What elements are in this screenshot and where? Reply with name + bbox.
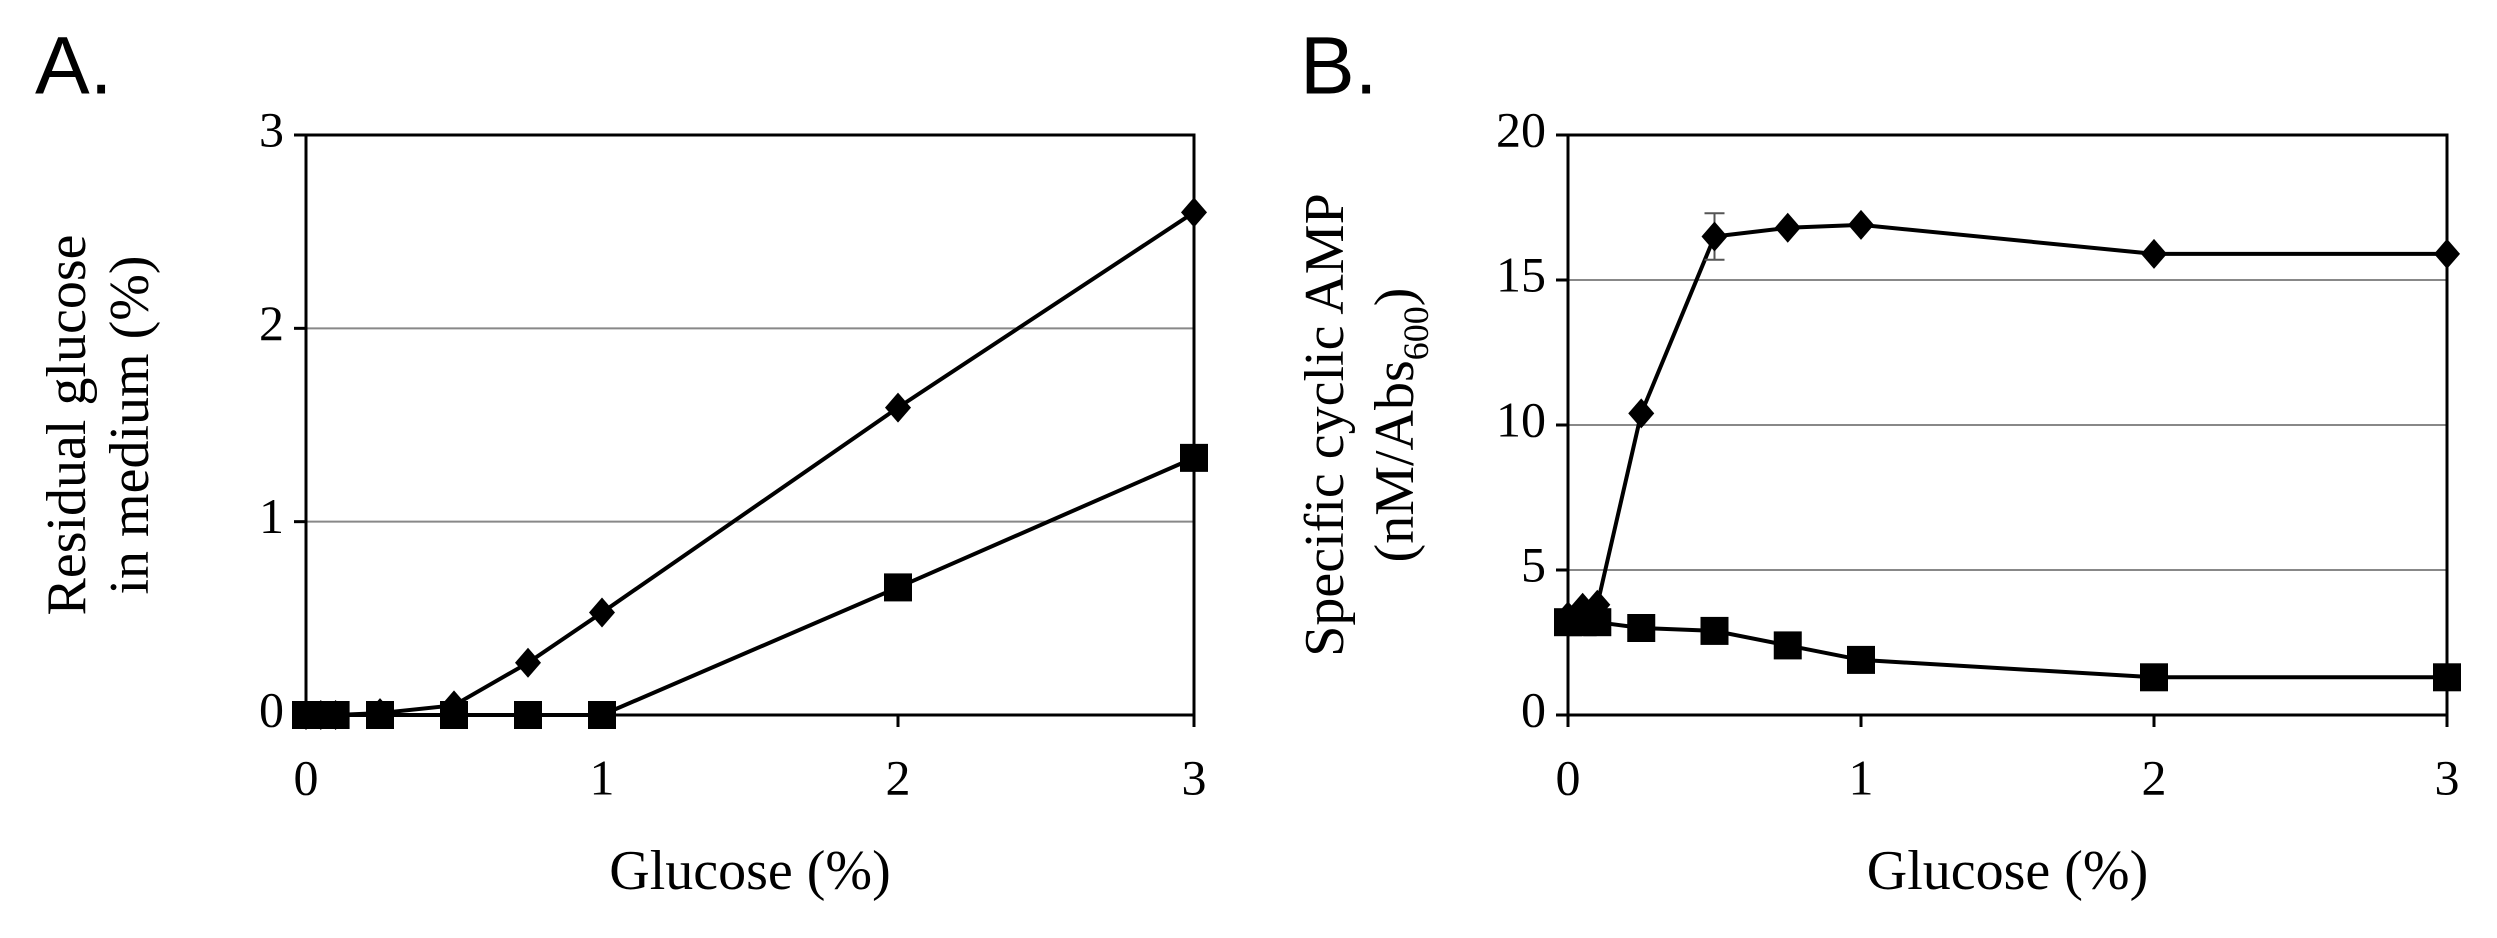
square-marker (588, 701, 616, 729)
x-tick-label: 2 (886, 749, 911, 805)
x-tick-label: 3 (2435, 749, 2460, 805)
diamond-marker (1628, 398, 1655, 429)
y-axis-title-part: Specific cyclic AMP (1294, 193, 1356, 656)
x-tick-label: 3 (1182, 749, 1207, 805)
x-axis-title: Glucose (%) (1867, 840, 2148, 902)
square-marker (1700, 616, 1729, 645)
plot-frame (304, 133, 1196, 717)
y-tick-label: 10 (1496, 391, 1546, 447)
square-marker (366, 701, 394, 729)
x-tick-label: 0 (294, 749, 319, 805)
diamond-marker (2434, 238, 2460, 269)
series-line (306, 456, 1195, 717)
diamond-marker (1774, 212, 1801, 243)
y-axis-title-part: ) (1364, 288, 1426, 307)
y-axis-title-part: 600 (1396, 306, 1436, 360)
diamond-marker (885, 392, 911, 423)
y-axis-title: (nM/Abs600) (1364, 288, 1436, 563)
panel-label: B. (1300, 21, 1377, 112)
y-axis-title: Specific cyclic AMP (1294, 193, 1356, 656)
x-axis-title: Glucose (%) (609, 840, 890, 902)
diamond-marker (1701, 221, 1728, 252)
diamond-marker (1848, 209, 1874, 240)
y-tick-label: 0 (1521, 681, 1546, 737)
square-marker (440, 701, 468, 729)
series-line (1568, 620, 2447, 680)
square-marker (321, 701, 350, 729)
square-marker (2140, 663, 2168, 692)
y-tick-label: 1 (259, 488, 284, 544)
diamond-marker (515, 647, 541, 678)
y-tick-label: 2 (259, 295, 284, 351)
y-tick-label: 15 (1496, 246, 1546, 302)
y-tick-label: 3 (259, 101, 284, 157)
x-tick-label: 2 (2142, 749, 2167, 805)
square-marker (1583, 608, 1612, 637)
y-axis-title: in medium (%) (99, 255, 161, 594)
diamond-marker (2141, 238, 2167, 269)
series-line (1566, 222, 2447, 619)
y-axis-title-part: (nM/Abs (1364, 360, 1426, 562)
y-tick-label: 20 (1496, 101, 1546, 157)
y-tick-label: 5 (1521, 536, 1546, 592)
y-tick-label: 0 (259, 681, 284, 737)
diamond-marker (1181, 197, 1207, 228)
y-axis-title-part: in medium (%) (99, 255, 161, 594)
y-axis-title: Residual glucose (36, 234, 98, 615)
square-marker (1627, 614, 1656, 642)
square-marker (1773, 631, 1802, 660)
plot-frame (1566, 133, 2449, 717)
diamond-marker (589, 597, 615, 628)
square-marker (884, 573, 912, 602)
square-marker (2433, 663, 2461, 692)
x-tick-label: 0 (1556, 749, 1581, 805)
x-tick-label: 1 (1849, 749, 1874, 805)
series-line (306, 210, 1196, 717)
square-marker (514, 701, 542, 729)
y-axis-title-part: Residual glucose (36, 234, 98, 615)
x-tick-label: 1 (590, 749, 615, 805)
square-marker (1847, 645, 1875, 674)
square-marker (1180, 443, 1208, 472)
panel-label: A. (35, 21, 112, 112)
